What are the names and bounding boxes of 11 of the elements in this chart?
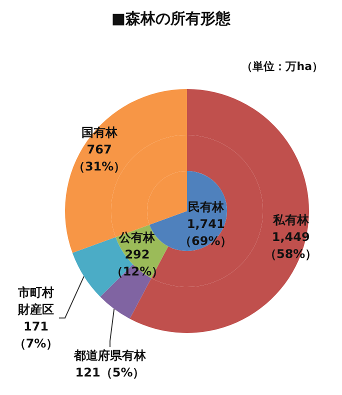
- slice-label: 都道府県有林: [73, 348, 147, 362]
- slice-label: 民有林: [188, 200, 225, 214]
- chart-title: ■森林の所有形態: [111, 10, 232, 28]
- slice-label: 公有林: [118, 230, 156, 244]
- slice-label: 国有林: [81, 126, 118, 140]
- chart-subtitle: （単位：万ha）: [242, 60, 324, 73]
- slice-label: 市町村財産区: [17, 286, 54, 316]
- data-label: 767 （31%）: [72, 142, 126, 174]
- data-label: 121（5%）: [75, 366, 145, 380]
- slice-label: 私有林: [272, 212, 310, 227]
- data-label: 171 （7%）: [14, 320, 58, 350]
